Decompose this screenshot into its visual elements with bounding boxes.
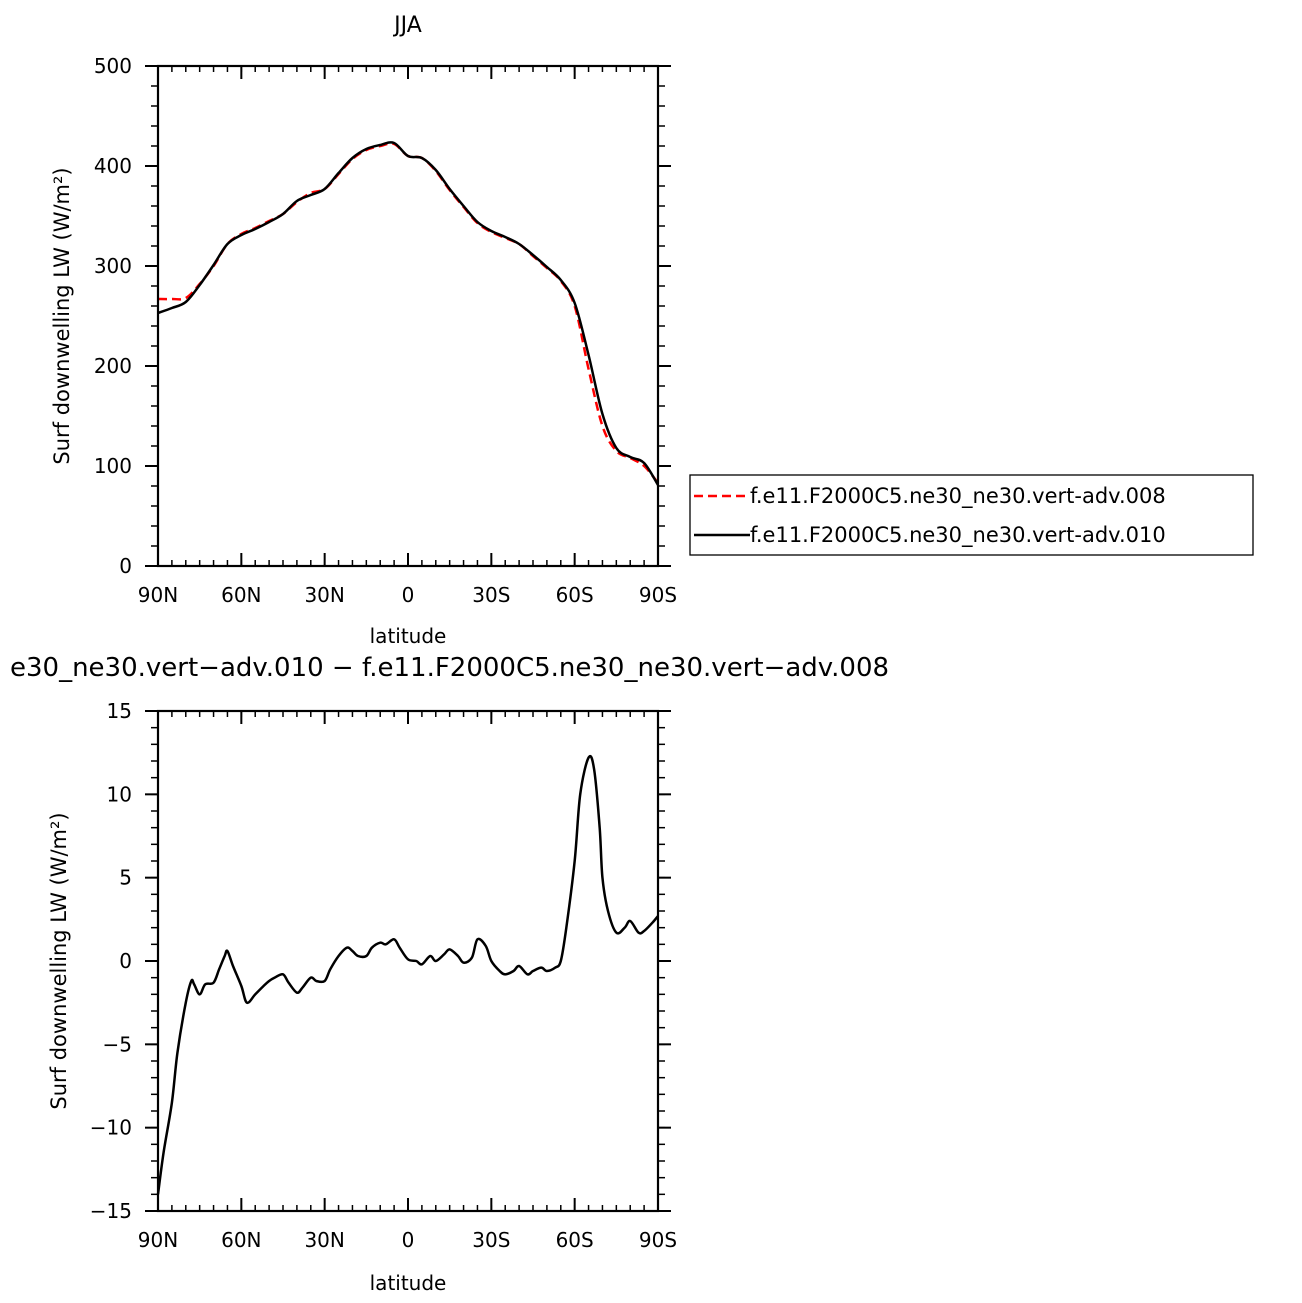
legend-box	[689, 474, 1254, 556]
bottom-panel-y-tick-label: −15	[90, 1199, 132, 1223]
top-panel-axes-group: 90N 60N 30N 0 30S 60S 90S 0 100 200 300 400 500	[94, 54, 677, 607]
bottom-panel-x-tick-label: 60S	[556, 1228, 594, 1252]
bottom-panel-series-group	[156, 754, 659, 1195]
bottom-panel-x-tick-label: 0	[402, 1228, 415, 1252]
top-panel-x-tick-label: 90S	[639, 583, 677, 607]
bottom-panel-x-tick-label: 60N	[221, 1228, 261, 1252]
bottom-panel-x-tick-label: 90S	[639, 1228, 677, 1252]
bottom-panel-x-tick-label: 90N	[138, 1228, 178, 1252]
top-panel-series-group	[157, 141, 660, 486]
top-panel-title: JJA	[392, 13, 422, 38]
top-panel-x-tick-label: 30N	[304, 583, 344, 607]
top-panel-x-tick-label: 60S	[556, 583, 594, 607]
bottom-panel-plot-frame	[156, 709, 660, 1213]
bottom-panel-y-tick-label: 0	[119, 949, 132, 973]
top-panel-series-line-1	[157, 141, 660, 486]
bottom-panel-axes-group: 90N 60N 30N 0 30S 60S 90S −15 −10 −5 0 5 10 15	[90, 699, 677, 1252]
bottom-panel-y-tick-label: 10	[107, 782, 132, 806]
top-panel-y-tick-label: 200	[94, 354, 132, 378]
top-panel-x-tick-label: 0	[402, 583, 415, 607]
top-panel-y-tick-label: 0	[119, 554, 132, 578]
top-panel-x-tick-label: 60N	[221, 583, 261, 607]
top-panel-y-tick-label: 500	[94, 54, 132, 78]
top-panel-y-axis-label: Surf downwelling LW (W/m²)	[50, 167, 74, 464]
bottom-panel: e30_ne30.vert−adv.010 − f.e11.F2000C5.ne…	[10, 653, 889, 1295]
top-panel-y-tick-label: 100	[94, 454, 132, 478]
top-panel-y-tick-label: 300	[94, 254, 132, 278]
bottom-panel-y-tick-label: 5	[119, 866, 132, 890]
legend: f.e11.F2000C5.ne30_ne30.vert-adv.008 f.e…	[689, 474, 1254, 556]
top-panel-plot-frame	[156, 64, 660, 568]
bottom-panel-x-tick-label: 30N	[304, 1228, 344, 1252]
bottom-panel-y-tick-label: −10	[90, 1116, 132, 1140]
bottom-panel-x-axis-label: latitude	[370, 1271, 447, 1295]
top-panel-x-tick-label: 90N	[138, 583, 178, 607]
bottom-panel-y-tick-label: 15	[107, 699, 132, 723]
top-panel-x-tick-label: 30S	[472, 583, 510, 607]
top-panel-y-tick-label: 400	[94, 154, 132, 178]
bottom-panel-title: e30_ne30.vert−adv.010 − f.e11.F2000C5.ne…	[10, 653, 889, 683]
legend-label-series-010: f.e11.F2000C5.ne30_ne30.vert-adv.010	[750, 523, 1166, 548]
bottom-panel-series-line-0	[156, 754, 659, 1195]
legend-label-series-008: f.e11.F2000C5.ne30_ne30.vert-adv.008	[750, 484, 1166, 509]
bottom-panel-y-tick-label: −5	[103, 1032, 132, 1056]
top-panel-x-axis-label: latitude	[370, 624, 447, 648]
top-panel-series-line-0	[157, 142, 659, 484]
top-panel: JJA 90N 60N 30N 0 30S 60S 90S0100200300400500 …	[50, 13, 677, 648]
bottom-panel-x-tick-label: 30S	[472, 1228, 510, 1252]
bottom-panel-y-axis-label: Surf downwelling LW (W/m²)	[47, 812, 71, 1109]
